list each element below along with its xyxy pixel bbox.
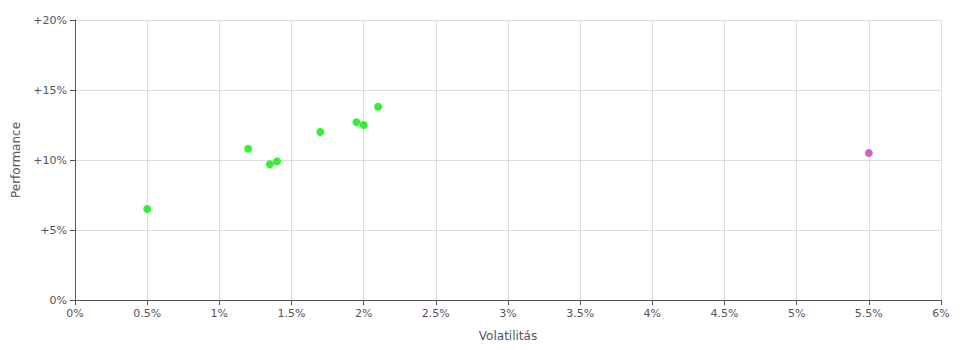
svg-text:3.5%: 3.5% [566, 307, 594, 320]
svg-text:+15%: +15% [33, 84, 67, 97]
svg-text:2.5%: 2.5% [422, 307, 450, 320]
svg-text:5.5%: 5.5% [855, 307, 883, 320]
svg-text:6%: 6% [932, 307, 949, 320]
svg-text:+20%: +20% [33, 14, 67, 27]
svg-text:2%: 2% [355, 307, 372, 320]
svg-text:Volatilitás: Volatilitás [479, 329, 537, 343]
svg-text:0%: 0% [66, 307, 83, 320]
svg-text:0.5%: 0.5% [133, 307, 161, 320]
svg-text:0%: 0% [50, 294, 67, 307]
svg-text:4%: 4% [644, 307, 661, 320]
svg-text:+5%: +5% [40, 224, 67, 237]
svg-text:+10%: +10% [33, 154, 67, 167]
svg-text:3%: 3% [499, 307, 516, 320]
svg-text:1%: 1% [211, 307, 228, 320]
svg-text:4.5%: 4.5% [711, 307, 739, 320]
svg-text:5%: 5% [788, 307, 805, 320]
svg-text:Performance: Performance [9, 122, 23, 198]
svg-text:1.5%: 1.5% [278, 307, 306, 320]
